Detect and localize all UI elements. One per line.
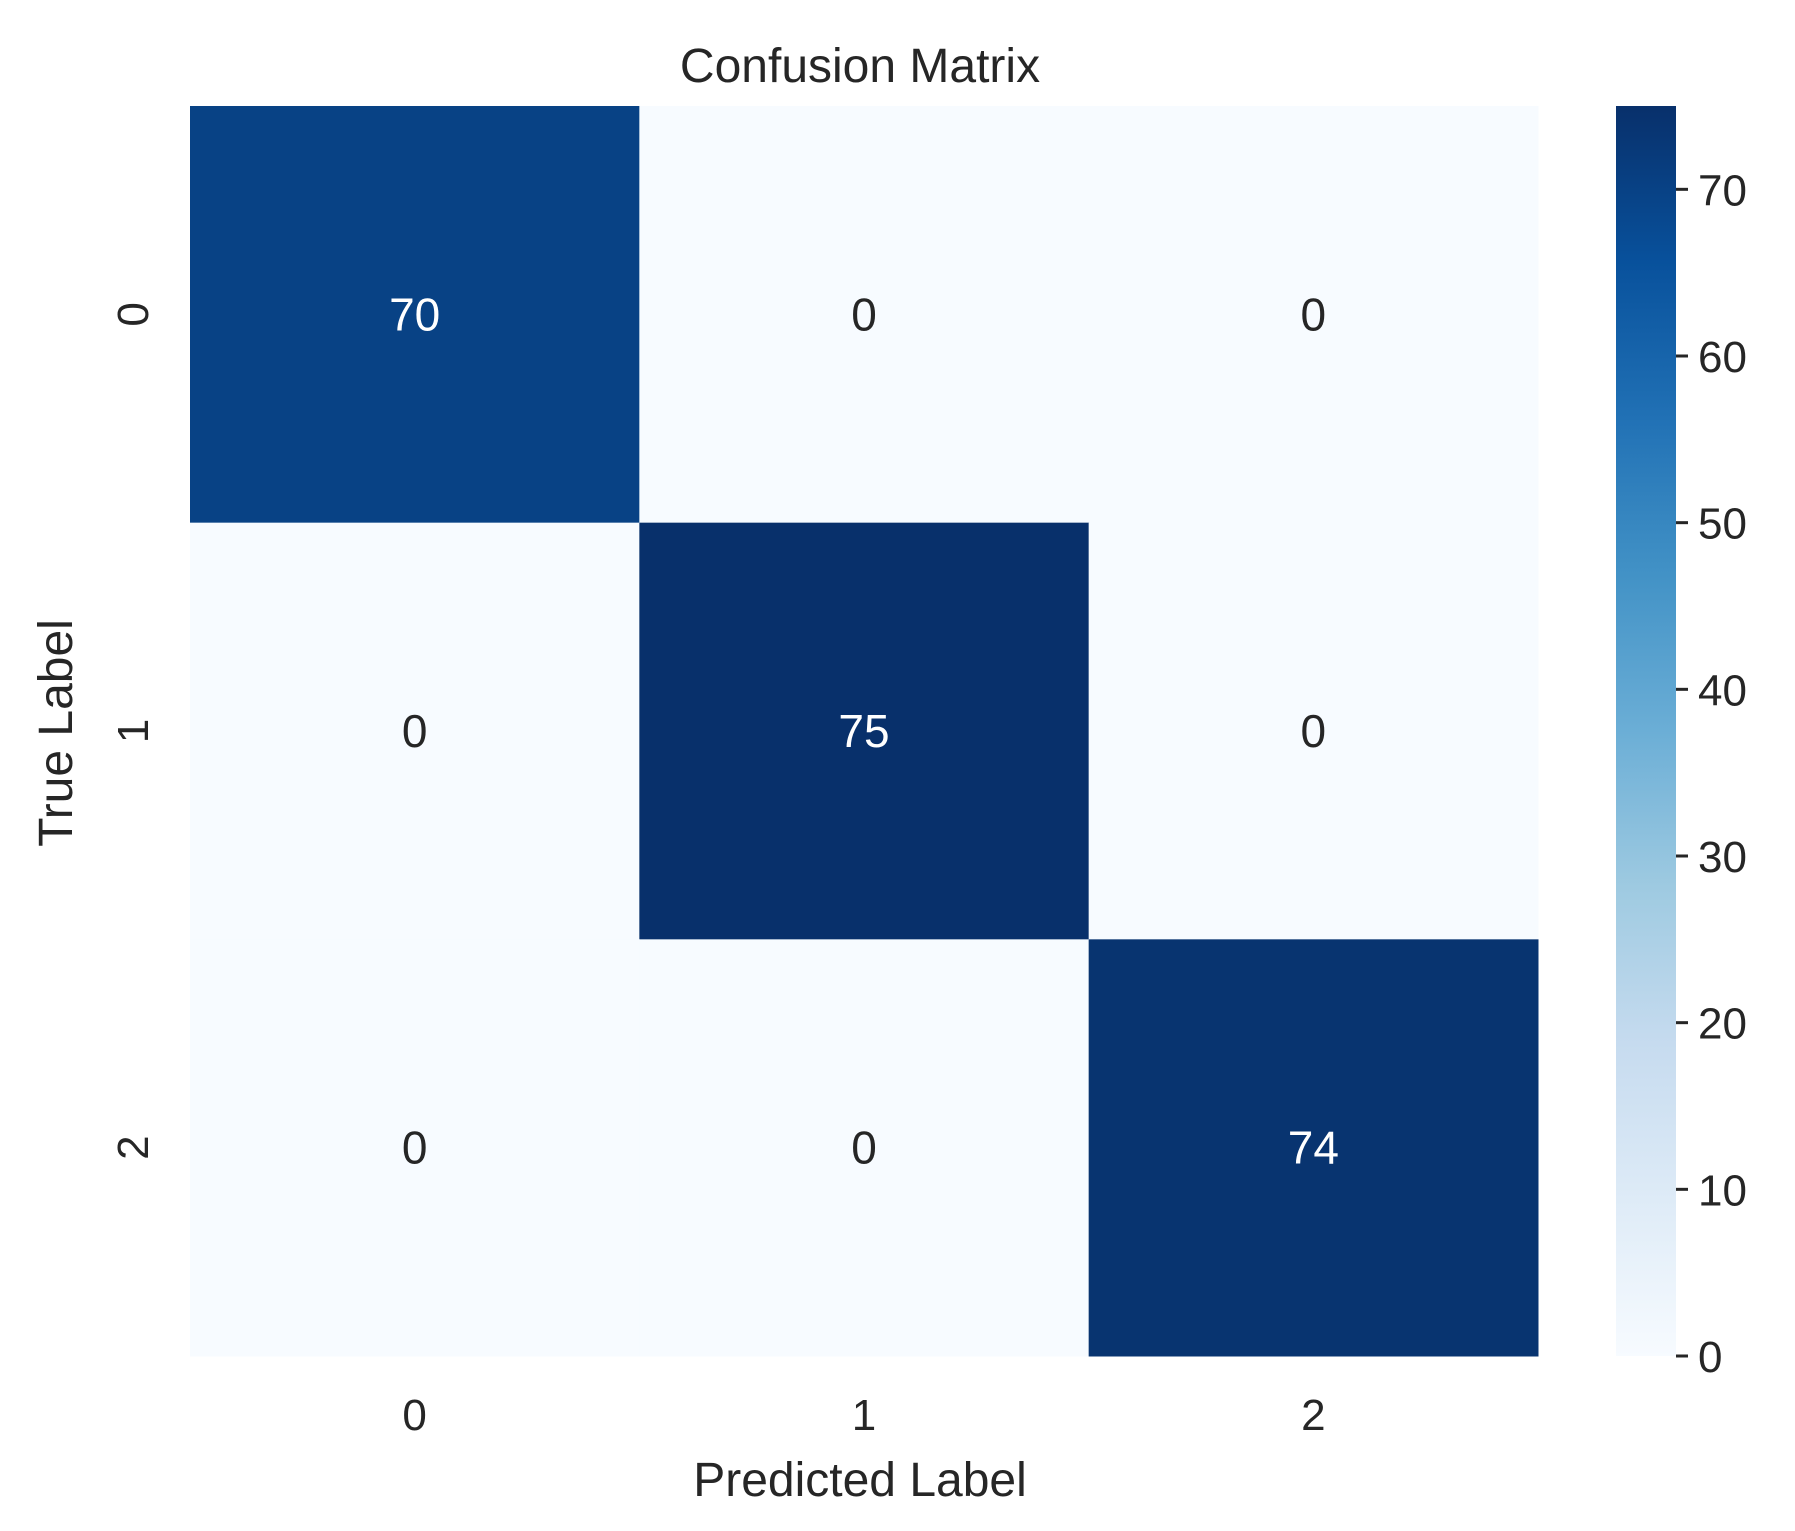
y-axis-ticks: 0 1 2 xyxy=(109,302,158,1160)
heatmap-cell xyxy=(639,106,1090,524)
colorbar xyxy=(1616,106,1676,1356)
cell-value-label: 0 xyxy=(402,705,428,757)
heatmap-cell xyxy=(639,522,1090,940)
heatmap-cell xyxy=(1088,106,1539,524)
cell-value-label: 0 xyxy=(851,1122,877,1174)
heatmap-cell xyxy=(190,106,640,524)
heatmap-cell xyxy=(1088,939,1539,1357)
x-axis-ticks: 0 1 2 xyxy=(402,1391,1325,1440)
y-axis-label: True Label xyxy=(30,619,83,847)
y-tick-label: 2 xyxy=(109,1135,158,1159)
chart-title: Confusion Matrix xyxy=(680,40,1040,93)
colorbar-tick-label: 20 xyxy=(1698,1000,1747,1049)
x-axis-label: Predicted Label xyxy=(693,1454,1027,1507)
colorbar-ticks: 0 10 20 30 40 50 60 70 xyxy=(1676,166,1747,1382)
y-tick-label: 0 xyxy=(109,302,158,326)
cell-value-label: 75 xyxy=(838,705,889,757)
x-tick-label: 0 xyxy=(402,1391,426,1440)
heatmap-cells xyxy=(190,106,1539,1357)
cell-value-label: 0 xyxy=(1301,288,1327,340)
cell-annotations: 70 0 0 0 75 0 0 0 74 xyxy=(389,288,1339,1173)
colorbar-tick-label: 40 xyxy=(1698,666,1747,715)
heatmap-cell xyxy=(190,939,640,1357)
colorbar-tick-label: 50 xyxy=(1698,500,1747,549)
cell-value-label: 0 xyxy=(851,288,877,340)
cell-value-label: 0 xyxy=(402,1122,428,1174)
colorbar-tick-label: 10 xyxy=(1698,1166,1747,1215)
colorbar-tick-label: 70 xyxy=(1698,166,1747,215)
colorbar-tick-label: 0 xyxy=(1698,1333,1722,1382)
heatmap-cell xyxy=(639,939,1090,1357)
cell-value-label: 0 xyxy=(1301,705,1327,757)
heatmap-cell xyxy=(1088,522,1539,940)
x-tick-label: 2 xyxy=(1301,1391,1325,1440)
heatmap-cell xyxy=(190,522,640,940)
colorbar-tick-label: 30 xyxy=(1698,833,1747,882)
x-tick-label: 1 xyxy=(852,1391,876,1440)
y-tick-label: 1 xyxy=(109,719,158,743)
cell-value-label: 74 xyxy=(1288,1122,1339,1174)
cell-value-label: 70 xyxy=(389,288,440,340)
colorbar-tick-label: 60 xyxy=(1698,333,1747,382)
